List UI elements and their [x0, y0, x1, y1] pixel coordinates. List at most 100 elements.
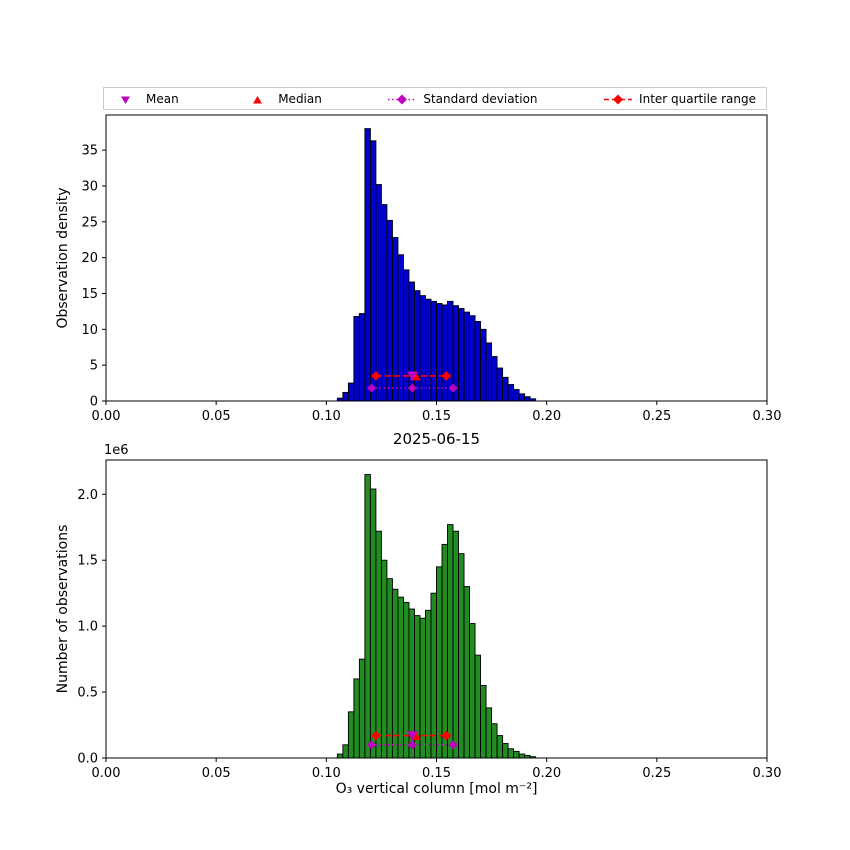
histogram-bar: [369, 140, 377, 402]
histogram-bar: [458, 308, 465, 402]
histogram-bar: [430, 592, 437, 759]
histogram-bar: [353, 315, 360, 402]
histogram-bar: [496, 735, 504, 759]
top-y-axis-label: Observation density: [55, 187, 71, 329]
chart-title: 2025-06-15: [392, 430, 481, 448]
x-tick-label: 0.30: [753, 409, 782, 424]
top-stat-markers: [367, 370, 458, 393]
x-tick-label: 0.20: [532, 409, 561, 424]
std-low-marker: [367, 383, 377, 393]
y-tick-label: 2.0: [77, 488, 98, 503]
x-tick-label: 0.10: [312, 409, 341, 424]
x-tick-label: 0.15: [422, 766, 451, 781]
x-tick-label: 0.00: [92, 766, 121, 781]
top-histogram-bars: [336, 128, 537, 402]
legend-label-std: Standard deviation: [423, 91, 538, 106]
axes-top: 0.00 0.05 0.10 0.15 0.20 0.25 0.30 0 5 10 15 20 25 30…: [81, 114, 782, 424]
std-high-marker: [448, 740, 458, 750]
histogram-bar: [480, 328, 487, 402]
histogram-bar: [436, 566, 443, 759]
std-center-marker: [407, 740, 417, 750]
legend-item-mean: Mean: [111, 92, 179, 106]
mean-marker: [407, 731, 418, 741]
x-tick-label: 0.25: [642, 409, 671, 424]
histogram-bar: [469, 315, 476, 402]
y-tick-label: 5: [90, 359, 98, 374]
legend-label-median: Median: [278, 91, 322, 106]
iqr-q1-marker: [371, 371, 381, 381]
histogram-bar: [358, 658, 366, 759]
mean-marker: [407, 371, 418, 382]
legend: Mean Median Standard deviation Inter qua…: [103, 87, 767, 110]
histogram-bar: [380, 559, 388, 759]
histogram-bar: [391, 588, 399, 759]
x-tick-label: 0.00: [92, 409, 121, 424]
axes-bottom: 0.00 0.05 0.10 0.15 0.20 0.25 0.30 0.0 0.5 1.0 1.5…: [77, 459, 782, 781]
histogram-bar: [447, 524, 454, 759]
histogram-bar: [342, 391, 349, 402]
histogram-bar: [452, 530, 459, 759]
y-tick-label: 20: [81, 251, 98, 266]
histogram-bar: [375, 184, 382, 402]
y-tick-label: 25: [81, 215, 98, 230]
y-tick-label: 15: [81, 287, 98, 302]
histogram-bar: [347, 711, 355, 759]
x-tick-label: 0.30: [753, 766, 782, 781]
histogram-bar: [463, 311, 471, 402]
x-tick-label: 0.05: [202, 409, 231, 424]
x-tick-label: 0.15: [422, 409, 451, 424]
histogram-bar: [507, 384, 515, 402]
histogram-bar: [480, 685, 487, 759]
x-tick-label: 0.05: [202, 766, 231, 781]
histogram-bar: [436, 303, 443, 402]
median-marker-icon: [253, 95, 263, 103]
histogram-bar: [364, 128, 371, 402]
legend-label-mean: Mean: [146, 91, 179, 106]
histogram-bar: [485, 342, 493, 402]
legend-item-iqr: Inter quartile range: [602, 92, 756, 106]
histogram-bar: [502, 376, 509, 402]
iqr-q3-marker: [441, 371, 452, 381]
histogram-bar: [425, 298, 432, 402]
std-center-marker: [407, 383, 417, 393]
histogram-bar: [380, 204, 388, 402]
histogram-bar: [441, 543, 448, 759]
iqr-q3-marker: [441, 730, 452, 741]
histogram-bar: [397, 596, 404, 759]
histogram-bar: [342, 744, 349, 759]
histogram-bar: [441, 304, 448, 402]
histogram-bar: [485, 707, 493, 759]
y-tick-label: 1.5: [77, 554, 98, 569]
histogram-bar: [513, 389, 520, 402]
y-tick-label: 10: [81, 323, 98, 338]
histogram-bar: [375, 530, 382, 759]
y-tick-label: 30: [81, 179, 98, 194]
histogram-bar: [474, 320, 482, 402]
std-high-marker: [448, 383, 458, 393]
histogram-bar: [397, 254, 404, 402]
mean-marker-icon: [121, 96, 130, 104]
histogram-bar: [353, 678, 360, 759]
x-tick-label: 0.10: [312, 766, 341, 781]
histogram-bar: [430, 300, 437, 402]
iqr-marker-icon: [604, 94, 633, 104]
histogram-bar: [408, 281, 415, 402]
histogram-bar: [469, 623, 476, 759]
legend-item-median: Median: [243, 92, 322, 106]
histogram-bar: [358, 313, 366, 402]
y-tick-label: 0.5: [77, 686, 98, 701]
x-tick-label: 0.20: [532, 766, 561, 781]
histogram-bar: [347, 382, 355, 402]
histogram-bar: [518, 753, 526, 759]
y-tick-label: 35: [81, 144, 98, 159]
histogram-bar: [491, 356, 498, 402]
legend-label-iqr: Inter quartile range: [639, 91, 756, 106]
histogram-bar: [403, 601, 410, 759]
bottom-y-axis-label: Number of observations: [55, 524, 71, 694]
y-tick-label: 0: [90, 395, 98, 410]
histogram-bar: [369, 488, 377, 759]
histogram-bar: [491, 723, 498, 759]
iqr-q1-marker: [371, 730, 381, 741]
x-tick-label: 0.25: [642, 766, 671, 781]
